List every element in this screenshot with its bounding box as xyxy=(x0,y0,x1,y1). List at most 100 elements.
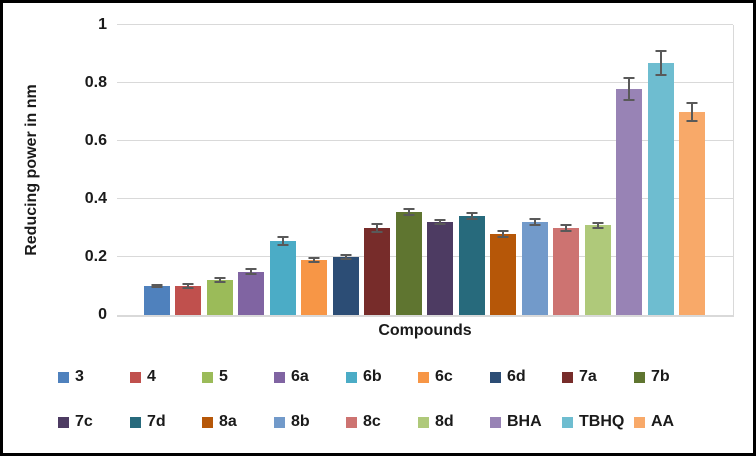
bar-8d xyxy=(584,225,611,315)
legend-label: 6b xyxy=(363,368,382,385)
error-cap-top xyxy=(182,283,194,286)
error-bar-6b xyxy=(281,236,284,246)
error-cap-top xyxy=(340,253,352,256)
y-axis-tick-labels: 0 0.2 0.4 0.6 0.8 1 xyxy=(3,16,107,323)
legend-marker-icon xyxy=(274,371,285,383)
error-cap-top xyxy=(308,257,320,259)
bar-slot-AA xyxy=(677,25,709,315)
bar-7c xyxy=(427,222,454,315)
legend-item-8a: 8a xyxy=(202,410,274,434)
error-bar-8b xyxy=(533,218,536,226)
error-cap-top xyxy=(277,236,289,239)
gridline xyxy=(117,24,733,25)
legend-label: TBHQ xyxy=(579,413,625,430)
legend-item-6b: 6b xyxy=(346,365,418,389)
y-tick-label: 0.2 xyxy=(84,248,107,265)
gridline xyxy=(117,198,733,199)
error-bar-5 xyxy=(218,277,221,284)
error-cap-bottom xyxy=(686,120,698,123)
legend-label: AA xyxy=(651,413,675,430)
legend-label: 8d xyxy=(435,413,454,430)
error-bar-8c xyxy=(565,224,568,232)
error-cap-top xyxy=(686,101,698,104)
bar-6b xyxy=(269,241,296,315)
bar-slot-6a xyxy=(236,25,268,315)
legend-marker-icon xyxy=(634,416,645,428)
legend-label: 3 xyxy=(75,368,84,385)
error-cap-bottom xyxy=(308,260,320,263)
legend-marker-icon xyxy=(202,371,213,383)
error-bar-8d xyxy=(596,221,599,229)
bar-slot-7b xyxy=(393,25,425,315)
bar-slot-8b xyxy=(519,25,551,315)
bar-7a xyxy=(364,228,391,315)
error-bar-3 xyxy=(155,283,158,289)
legend-marker-icon xyxy=(490,416,501,428)
bar-7d xyxy=(458,216,485,315)
bar-slot-3 xyxy=(141,25,173,315)
gridline xyxy=(117,140,733,141)
bar-slot-8c xyxy=(551,25,583,315)
error-cap-top xyxy=(655,49,667,52)
y-tick-label: 0.8 xyxy=(84,74,107,91)
gridline xyxy=(117,82,733,83)
error-cap-bottom xyxy=(434,223,446,226)
error-bar-6c xyxy=(313,257,316,263)
error-cap-bottom xyxy=(560,229,572,232)
legend-marker-icon xyxy=(634,371,645,383)
legend-marker-icon xyxy=(346,416,357,428)
error-cap-bottom xyxy=(151,286,163,289)
y-tick-label: 0.4 xyxy=(84,190,107,207)
bar-7b xyxy=(395,212,422,315)
error-bar-7d xyxy=(470,212,473,221)
error-cap-top xyxy=(371,223,383,226)
bar-TBHQ xyxy=(647,62,674,315)
legend-marker-icon xyxy=(274,416,285,428)
error-cap-top xyxy=(151,283,163,286)
legend-item-4: 4 xyxy=(130,365,202,389)
x-axis-title: Compounds xyxy=(378,322,472,339)
bar-slot-7d xyxy=(456,25,488,315)
error-cap-top xyxy=(560,224,572,227)
error-cap-bottom xyxy=(245,273,257,276)
legend-label: 6c xyxy=(435,368,453,385)
legend-marker-icon xyxy=(58,371,69,383)
bar-slot-6b xyxy=(267,25,299,315)
error-cap-bottom xyxy=(466,218,478,221)
legend-label: 8c xyxy=(363,413,381,430)
legend-item-8b: 8b xyxy=(274,410,346,434)
legend-row: 3 4 5 6a 6b 6c 6d 7a 7b xyxy=(58,365,718,389)
bars-layer xyxy=(117,25,732,315)
bar-slot-8a xyxy=(488,25,520,315)
legend-label: 5 xyxy=(219,368,228,385)
legend-label: 6a xyxy=(291,368,309,385)
error-cap-top xyxy=(434,219,446,222)
error-cap-top xyxy=(214,277,226,280)
error-bar-7a xyxy=(376,223,379,233)
error-bar-6d xyxy=(344,253,347,261)
error-cap-top xyxy=(497,230,509,233)
y-tick-label: 0.6 xyxy=(84,132,107,149)
error-cap-top xyxy=(403,208,415,210)
legend-item-BHA: BHA xyxy=(490,410,562,434)
bar-slot-5 xyxy=(204,25,236,315)
legend-label: 6d xyxy=(507,368,526,385)
bar-6a xyxy=(238,271,265,315)
legend-marker-icon xyxy=(562,371,573,383)
y-tick-label: 0 xyxy=(98,306,107,323)
bar-slot-TBHQ xyxy=(645,25,677,315)
bar-slot-4 xyxy=(173,25,205,315)
legend-marker-icon xyxy=(562,416,573,428)
legend-marker-icon xyxy=(490,371,501,383)
bar-6c xyxy=(301,259,328,315)
legend-label: 7d xyxy=(147,413,166,430)
legend-marker-icon xyxy=(202,416,213,428)
legend-item-AA: AA xyxy=(634,410,706,434)
legend-item-6a: 6a xyxy=(274,365,346,389)
bar-8b xyxy=(521,222,548,315)
legend-label: 8a xyxy=(219,413,237,430)
bar-4 xyxy=(175,286,202,315)
error-cap-bottom xyxy=(403,214,415,217)
error-cap-bottom xyxy=(371,230,383,233)
